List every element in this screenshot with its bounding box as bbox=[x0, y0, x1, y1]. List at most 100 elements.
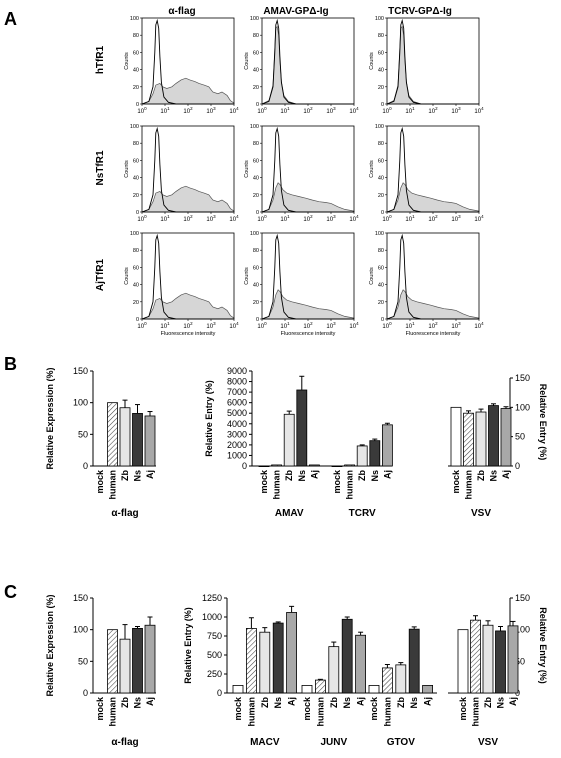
bar-α-flag-Aj bbox=[144, 415, 156, 467]
y-tick-label: 0 bbox=[256, 317, 259, 323]
y-tick-label: 40 bbox=[378, 176, 384, 182]
histogram-panel-r1c0: 0 20 40 60 80 100 Counts 100 101 102 103 104 bbox=[124, 124, 239, 223]
bar-AMAV-Ns bbox=[296, 389, 308, 467]
y-tick-label: 20 bbox=[378, 300, 384, 306]
y-tick-label: 0 bbox=[381, 317, 384, 323]
category-label: human bbox=[345, 470, 355, 500]
y-tick-label: 60 bbox=[253, 265, 259, 271]
group-label: VSV bbox=[471, 508, 491, 519]
category-label: human bbox=[272, 470, 282, 500]
y-tick-label: 40 bbox=[133, 68, 139, 74]
bar-VSV-Zb bbox=[475, 411, 487, 467]
bar-VSV-human bbox=[470, 619, 481, 694]
x-tick-label: 103 bbox=[206, 321, 216, 330]
y-tick-label: 150 bbox=[515, 373, 530, 383]
x-tick-label: 104 bbox=[229, 106, 239, 115]
bar-VSV-Zb bbox=[482, 624, 494, 694]
y-tick-label: 80 bbox=[378, 248, 384, 254]
y-tick-label: 50 bbox=[78, 656, 88, 666]
y-axis-label: Counts bbox=[369, 267, 375, 285]
y-tick-label: 20 bbox=[253, 85, 259, 91]
x-tick-label: 102 bbox=[303, 214, 313, 223]
bar-MACV-mock bbox=[232, 685, 244, 694]
y-tick-label: 50 bbox=[78, 429, 88, 439]
y-axis-label: Counts bbox=[244, 267, 250, 285]
histogram-panel-r0c2: 0 20 40 60 80 100 Counts 100 101 102 103 104 bbox=[369, 16, 484, 115]
y-tick-label: 0 bbox=[136, 317, 139, 323]
y-tick-label: 20 bbox=[133, 85, 139, 91]
group-label: AMAV bbox=[275, 508, 304, 519]
bar-VSV-human bbox=[463, 412, 474, 467]
y-tick-label: 60 bbox=[133, 158, 139, 164]
column-header-amav: AMAV-GPΔ-Ig bbox=[263, 6, 328, 17]
x-tick-label: 103 bbox=[206, 214, 216, 223]
y-tick-label: 750 bbox=[207, 631, 222, 641]
y-tick-label: 80 bbox=[253, 248, 259, 254]
x-tick-label: 102 bbox=[428, 321, 438, 330]
category-label: Zb bbox=[396, 697, 406, 708]
bar-AMAV-Aj bbox=[308, 464, 320, 467]
category-label: Ns bbox=[133, 697, 143, 709]
category-label: Ns bbox=[342, 697, 352, 709]
category-label: human bbox=[471, 697, 481, 727]
x-tick-label: 100 bbox=[382, 106, 392, 115]
x-tick-label: 103 bbox=[326, 214, 336, 223]
category-label: Zb bbox=[284, 470, 294, 481]
histogram-panel-r1c1: 0 20 40 60 80 100 Counts 100 101 102 103 104 bbox=[244, 124, 359, 223]
x-tick-label: 101 bbox=[280, 106, 290, 115]
bar-TCRV-Ns bbox=[369, 440, 381, 467]
histogram-control-curve bbox=[386, 126, 479, 213]
category-label: Zb bbox=[260, 697, 270, 708]
x-tick-label: 100 bbox=[137, 106, 147, 115]
x-tick-label: 101 bbox=[160, 214, 170, 223]
x-tick-label: 100 bbox=[257, 321, 267, 330]
x-axis-label: Fluorescence intensity bbox=[406, 331, 461, 337]
y-tick-label: 0 bbox=[136, 210, 139, 216]
x-tick-label: 104 bbox=[349, 321, 359, 330]
y-tick-label: 4000 bbox=[227, 419, 247, 429]
y-tick-label: 20 bbox=[378, 85, 384, 91]
x-tick-label: 101 bbox=[405, 321, 415, 330]
bar-JUNV-Zb bbox=[328, 646, 340, 694]
category-label: Zb bbox=[483, 697, 493, 708]
bar-VSV-Ns bbox=[495, 630, 506, 694]
bar-TCRV-mock bbox=[331, 465, 343, 468]
column-header-flag: α-flag bbox=[168, 6, 195, 17]
histogram-filled-curve bbox=[141, 185, 235, 213]
x-tick-label: 100 bbox=[382, 214, 392, 223]
category-label: Aj bbox=[501, 470, 511, 479]
x-tick-label: 102 bbox=[183, 321, 193, 330]
group-label: GTOV bbox=[387, 737, 415, 748]
y-axis-label: Counts bbox=[244, 52, 250, 70]
category-label: Ns bbox=[133, 470, 143, 482]
histogram-control-curve bbox=[261, 18, 354, 105]
histogram-control-curve bbox=[386, 18, 479, 105]
bar-GTOV-Aj bbox=[422, 685, 434, 694]
y-tick-label: 150 bbox=[73, 366, 88, 376]
y-tick-label: 0 bbox=[515, 461, 520, 471]
y-tick-label: 80 bbox=[133, 33, 139, 39]
category-label: mock bbox=[95, 469, 105, 494]
x-axis-label: Fluorescence intensity bbox=[161, 331, 216, 337]
y-tick-label: 1000 bbox=[227, 450, 247, 460]
histogram-control-curve bbox=[261, 126, 354, 213]
y-tick-label: 20 bbox=[133, 193, 139, 199]
bar-α-flag-Ns bbox=[132, 628, 143, 694]
x-tick-label: 103 bbox=[326, 106, 336, 115]
y-tick-label: 100 bbox=[130, 231, 139, 237]
y-tick-label: 0 bbox=[256, 210, 259, 216]
y-tick-label: 80 bbox=[378, 33, 384, 39]
x-tick-label: 101 bbox=[405, 214, 415, 223]
category-label: Aj bbox=[356, 697, 366, 706]
category-label: Aj bbox=[287, 697, 297, 706]
category-label: human bbox=[382, 697, 392, 727]
x-tick-label: 100 bbox=[257, 106, 267, 115]
histogram-panel-r0c0: 0 20 40 60 80 100 Counts 100 101 102 103 104 bbox=[124, 16, 239, 115]
row-label-nstfr1: NsTfR1 bbox=[95, 150, 106, 185]
category-label: Aj bbox=[382, 470, 392, 479]
category-label: Aj bbox=[145, 697, 155, 706]
y-axis-label: Counts bbox=[124, 267, 130, 285]
bar-α-flag-Zb bbox=[119, 407, 131, 467]
bar-VSV-Aj bbox=[507, 625, 519, 694]
